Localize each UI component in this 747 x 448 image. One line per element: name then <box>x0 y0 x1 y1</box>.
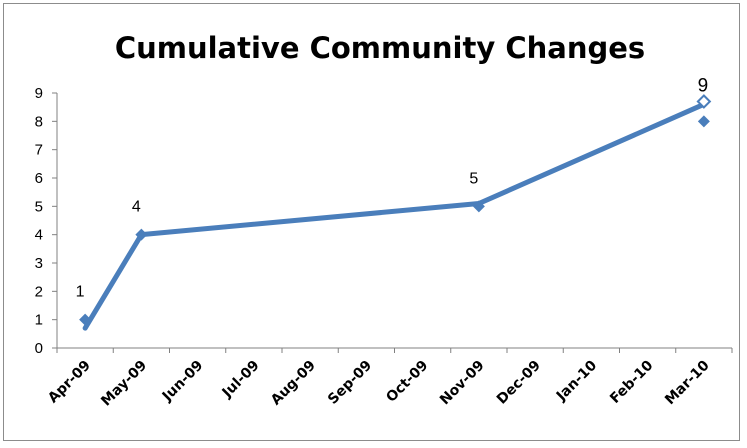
y-tick-label: 8 <box>35 113 43 130</box>
y-tick-label: 5 <box>35 198 43 215</box>
x-tick-label: Dec-09 <box>494 358 544 408</box>
data-point-marker <box>79 313 92 326</box>
data-point-marker <box>135 228 148 241</box>
x-tick-label: Apr-09 <box>45 358 94 407</box>
y-tick-label: 2 <box>35 283 43 300</box>
data-label: 9 <box>698 76 709 97</box>
x-tick-label: Sep-09 <box>325 358 375 408</box>
y-tick-label: 1 <box>35 312 43 329</box>
x-tick-label: Jun-09 <box>159 358 207 406</box>
data-point-marker <box>472 200 485 213</box>
x-tick-label: Jan-10 <box>553 357 600 404</box>
data-point-marker <box>697 115 710 128</box>
x-tick-label: Nov-09 <box>437 358 488 409</box>
y-tick-label: 0 <box>35 340 43 357</box>
y-tick-label: 7 <box>35 142 43 159</box>
data-label: 5 <box>469 170 478 187</box>
x-tick-label: Mar-10 <box>662 357 713 408</box>
highlight-point-marker <box>696 94 712 109</box>
chart-title: Cumulative Community Changes <box>115 31 645 65</box>
x-tick-label: Jul-09 <box>219 358 263 402</box>
x-tick-label: Aug-09 <box>268 358 319 409</box>
chart-frame <box>3 3 740 441</box>
y-tick-label: 3 <box>35 255 43 272</box>
y-tick-label: 4 <box>35 227 43 244</box>
data-label: 1 <box>76 284 85 301</box>
x-tick-label: Feb-10 <box>607 357 657 407</box>
data-label: 4 <box>132 199 141 216</box>
x-tick-label: May-09 <box>98 358 150 410</box>
y-tick-label: 9 <box>35 85 43 102</box>
series-line <box>82 101 707 331</box>
x-tick-label: Oct-09 <box>383 358 431 406</box>
y-tick-label: 6 <box>35 170 43 187</box>
